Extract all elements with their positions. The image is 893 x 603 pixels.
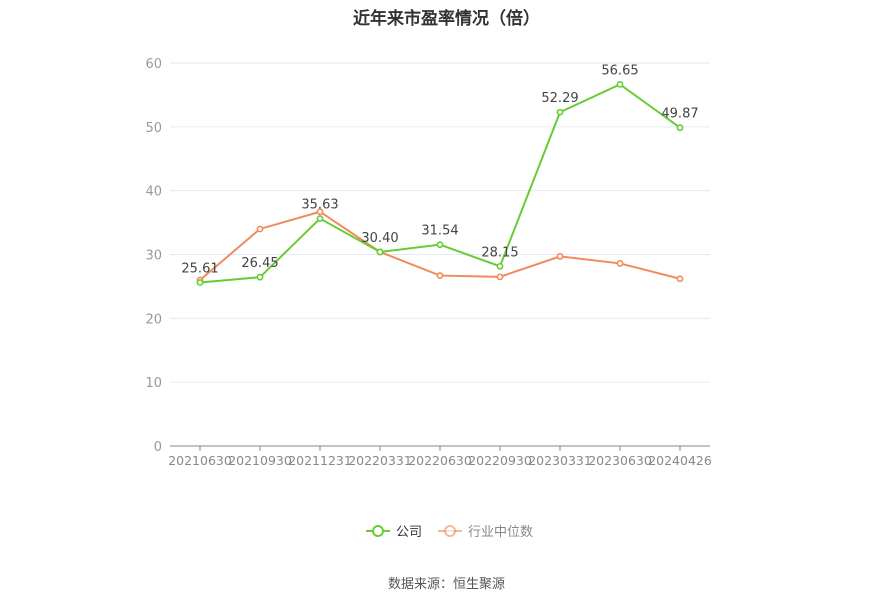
x-tick-label: 20230331 [528, 453, 592, 468]
data-point [437, 273, 442, 278]
data-point [557, 110, 562, 115]
x-tick-label: 20220930 [468, 453, 532, 468]
data-point [317, 216, 322, 221]
data-point [257, 226, 262, 231]
legend-marker [373, 526, 383, 536]
data-point [497, 264, 502, 269]
data-label: 25.61 [181, 262, 218, 277]
y-tick-label: 60 [145, 57, 162, 72]
legend-label: 行业中位数 [468, 525, 533, 540]
x-tick-label: 20220630 [408, 453, 472, 468]
data-label: 30.40 [361, 231, 398, 246]
y-tick-label: 10 [145, 376, 162, 391]
legend-label: 公司 [396, 525, 422, 540]
data-point [257, 275, 262, 280]
x-tick-label: 20240426 [648, 453, 712, 468]
data-point [677, 276, 682, 281]
y-tick-label: 0 [154, 440, 162, 455]
data-point [197, 280, 202, 285]
series-line-0 [200, 84, 680, 282]
data-point [557, 254, 562, 259]
legend-marker [445, 526, 455, 536]
data-point [497, 274, 502, 279]
y-tick-label: 30 [145, 249, 162, 264]
x-tick-label: 20210930 [228, 453, 292, 468]
x-tick-label: 20211231 [288, 453, 352, 468]
data-source: 数据来源：恒生聚源 [0, 573, 893, 592]
data-label: 28.15 [481, 245, 518, 260]
data-label: 49.87 [661, 107, 698, 122]
x-tick-label: 20220331 [348, 453, 412, 468]
x-tick-label: 20230630 [588, 453, 652, 468]
data-label: 31.54 [421, 224, 458, 239]
data-point [437, 242, 442, 247]
y-tick-label: 20 [145, 312, 162, 327]
y-tick-label: 50 [145, 121, 162, 136]
x-tick-label: 20210630 [168, 453, 232, 468]
data-point [617, 82, 622, 87]
data-point [377, 249, 382, 254]
data-label: 52.29 [541, 91, 578, 106]
data-label: 35.63 [301, 198, 338, 213]
data-point [677, 125, 682, 130]
data-label: 56.65 [601, 63, 638, 78]
y-tick-label: 40 [145, 185, 162, 200]
data-label: 26.45 [241, 256, 278, 271]
data-point [617, 261, 622, 266]
